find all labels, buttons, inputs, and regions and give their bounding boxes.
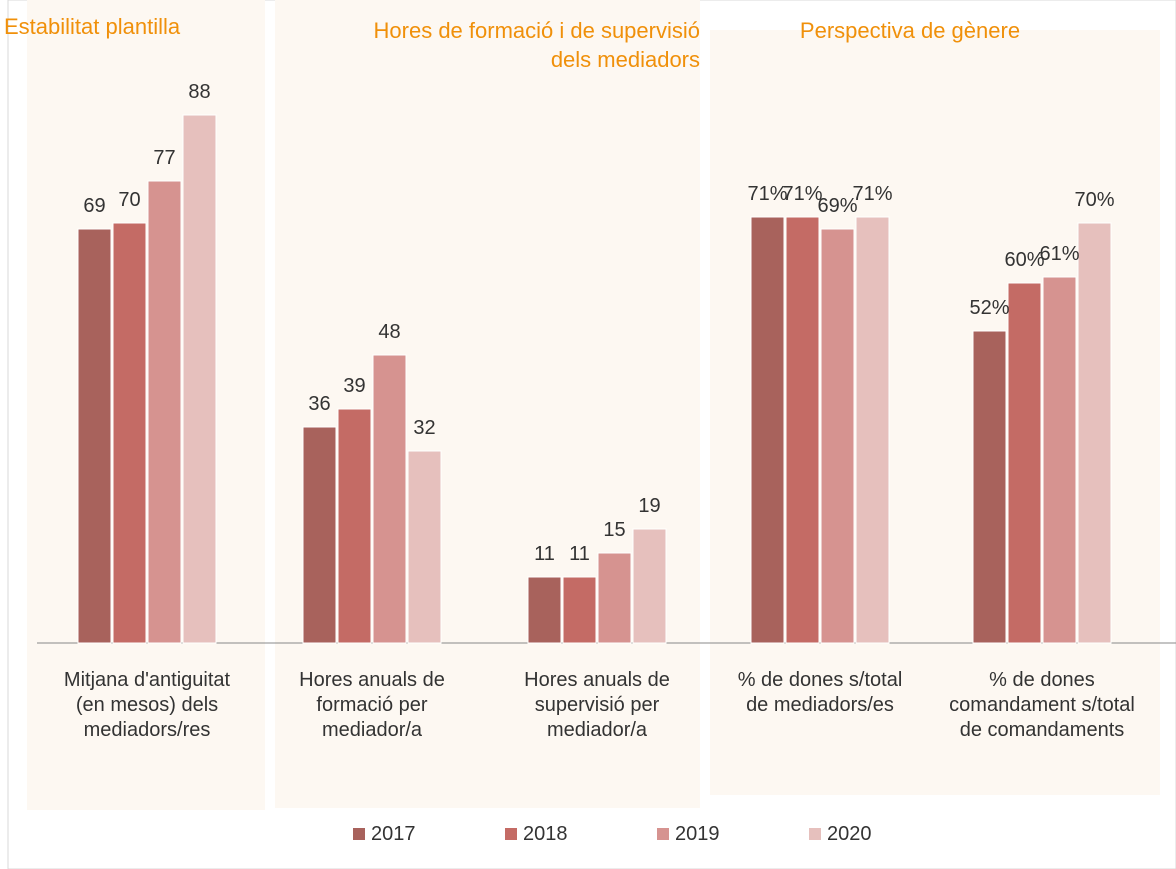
bar: [562, 576, 597, 644]
data-label: 39: [343, 375, 366, 397]
data-label: 71%: [782, 183, 823, 205]
legend-swatch: [809, 828, 821, 840]
bar: [112, 222, 147, 644]
legend-label: 2019: [675, 823, 720, 845]
legend-swatch: [657, 828, 669, 840]
section-title: Hores de formació i de supervisió dels m…: [373, 18, 700, 72]
bar: [182, 114, 217, 644]
data-label: 77: [153, 147, 176, 169]
legend-swatch: [353, 828, 365, 840]
bar: [527, 576, 562, 644]
bar: [820, 228, 855, 644]
frame: [7, 0, 1176, 869]
bar: [1042, 276, 1077, 644]
bar: [597, 552, 632, 644]
data-label: 69%: [817, 195, 858, 217]
bar: [372, 354, 407, 644]
data-label: 71%: [852, 183, 893, 205]
bar: [855, 216, 890, 644]
data-label: 36: [308, 393, 331, 415]
data-label: 19: [638, 495, 661, 517]
panel: [275, 0, 700, 808]
section-title: Estabilitat plantilla: [4, 14, 181, 39]
legend-label: 2020: [827, 823, 872, 845]
x-tick-label: Hores anuals de supervisió per mediador/…: [524, 669, 670, 741]
bar: [1077, 222, 1112, 644]
bar: [972, 330, 1007, 644]
bar: [1007, 282, 1042, 644]
data-label: 48: [378, 321, 401, 343]
data-label: 69: [83, 195, 106, 217]
data-label: 11: [534, 543, 555, 565]
bar: [407, 450, 442, 644]
bar: [302, 426, 337, 644]
legend-swatch: [505, 828, 517, 840]
legend-label: 2018: [523, 823, 568, 845]
bar: [147, 180, 182, 644]
data-label: 71%: [747, 183, 788, 205]
data-label: 60%: [1004, 249, 1045, 271]
data-label: 15: [603, 519, 626, 541]
x-tick-label: % de dones comandament s/total de comand…: [949, 669, 1135, 741]
section-title: Perspectiva de gènere: [799, 18, 1021, 43]
data-label: 88: [188, 81, 211, 103]
data-label: 11: [569, 543, 590, 565]
data-label: 32: [413, 417, 436, 439]
x-tick-label: Hores anuals de formació per mediador/a: [299, 669, 445, 741]
data-label: 70: [118, 189, 141, 211]
bar: [632, 528, 667, 644]
bar: [77, 228, 112, 644]
data-label: 52%: [969, 297, 1010, 319]
data-label: 61%: [1039, 243, 1080, 265]
bar: [750, 216, 785, 644]
bar: [785, 216, 820, 644]
legend-label: 2017: [371, 823, 416, 845]
data-label: 70%: [1074, 189, 1115, 211]
x-tick-label: Mitjana d'antiguitat (en mesos) dels med…: [63, 669, 231, 741]
bar: [337, 408, 372, 644]
x-tick-label: % de dones s/total de mediadors/es: [737, 669, 903, 716]
